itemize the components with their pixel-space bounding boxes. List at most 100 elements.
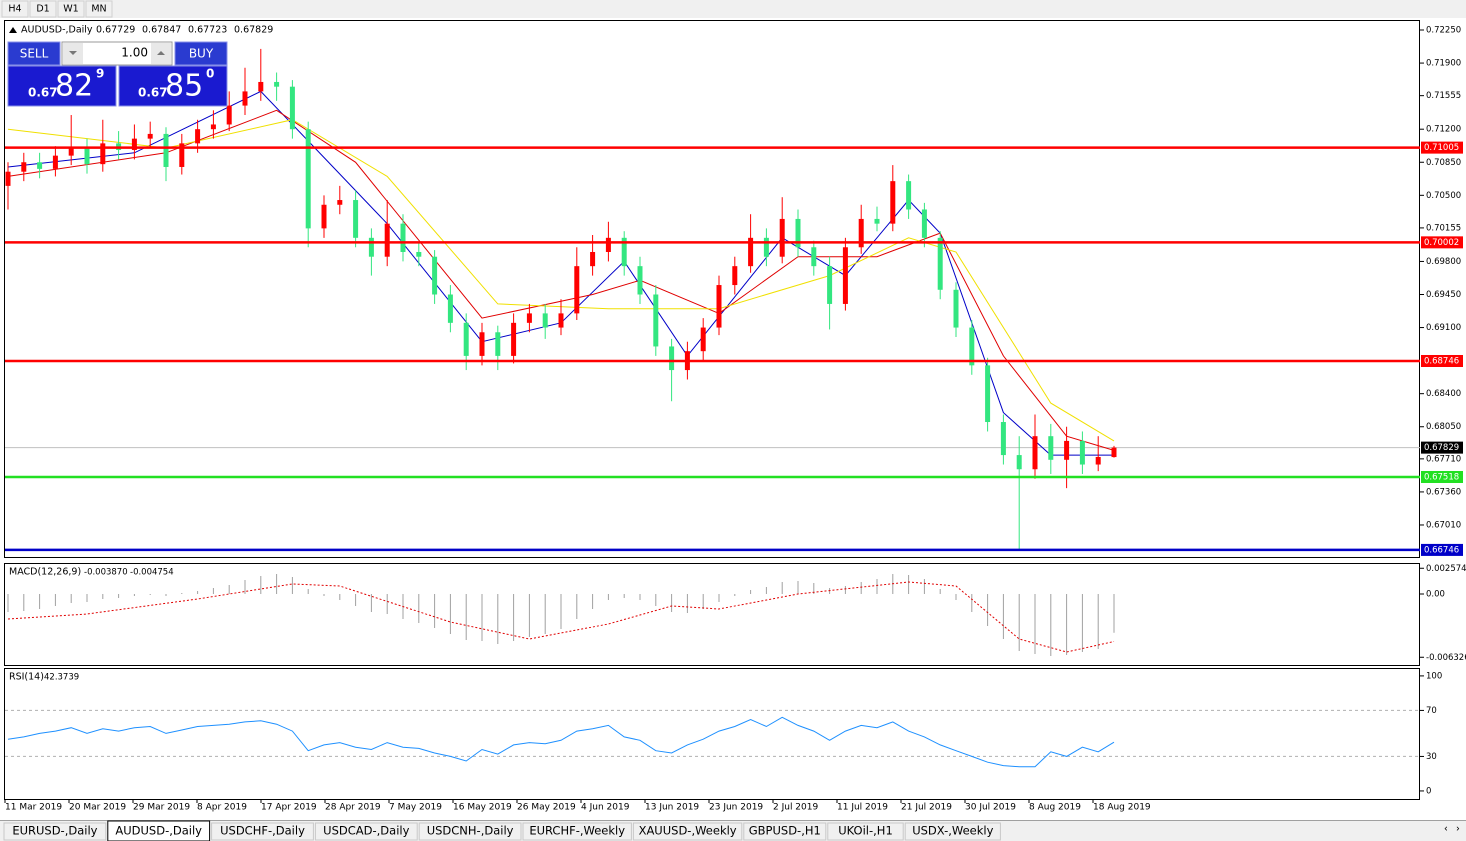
candle-body — [1016, 455, 1022, 470]
symbol-tab[interactable] — [211, 822, 314, 841]
symbol-tab[interactable] — [827, 822, 904, 841]
symbol-tab[interactable] — [418, 822, 522, 841]
candle-body — [906, 181, 912, 210]
y-tick-label: 70 — [1426, 706, 1437, 716]
candle-body — [163, 133, 169, 167]
ohlc-info: 0.67847 — [142, 25, 181, 36]
candle-body — [542, 313, 548, 328]
y-tick-label: 0.67360 — [1426, 487, 1461, 497]
symbol-tab[interactable] — [904, 822, 1001, 841]
rsi-title: RSI(14) — [9, 672, 44, 683]
tab-label: USDCAD-,Daily — [323, 824, 409, 838]
candle-body — [258, 81, 264, 92]
ask-box[interactable] — [118, 65, 228, 107]
candle-body — [226, 105, 232, 125]
candle-body — [131, 138, 137, 150]
x-tick-label: 23 Jun 2019 — [709, 803, 763, 813]
symbol-tab[interactable] — [107, 820, 211, 841]
sell-label: SELL — [20, 47, 49, 61]
candle-body — [637, 266, 643, 295]
symbol-tab[interactable] — [522, 822, 632, 841]
candle-body — [653, 294, 659, 347]
candle-body — [416, 251, 422, 257]
level-label: 0.70002 — [1424, 238, 1459, 248]
x-tick-label: 8 Aug 2019 — [1029, 803, 1081, 813]
level-label: 0.66746 — [1424, 545, 1459, 555]
candle-body — [811, 247, 817, 267]
ask-pip: 0 — [206, 67, 214, 81]
candle-body — [447, 294, 453, 323]
y-tick-label: 0.68400 — [1426, 389, 1461, 399]
x-tick-label: 18 Aug 2019 — [1093, 803, 1151, 813]
level-label-box — [1421, 543, 1463, 556]
candle-body — [5, 171, 11, 186]
candle-body — [827, 266, 833, 304]
sell-button[interactable] — [7, 41, 61, 66]
x-tick-label: 2 Jul 2019 — [773, 803, 818, 813]
timeframe-label: H4 — [8, 4, 21, 15]
timeframe-label: MN — [91, 4, 106, 15]
level-label: 0.68746 — [1424, 356, 1459, 366]
candle-body — [574, 266, 580, 314]
macd-title: MACD(12,26,9) — [9, 567, 81, 578]
candle-body — [890, 181, 896, 224]
candle-body — [1079, 440, 1085, 465]
tab-label: USDCHF-,Daily — [220, 824, 305, 838]
macd-info: -0.004754 — [130, 568, 174, 578]
candle-body — [1000, 422, 1006, 456]
candle-body — [716, 285, 722, 328]
y-tick-label: 0.67010 — [1426, 520, 1461, 530]
level-label-box — [1421, 470, 1463, 483]
candle-body — [432, 256, 438, 295]
tab-label: XAUUSD-,Weekly — [639, 824, 737, 838]
symbol-tab[interactable] — [314, 822, 418, 841]
y-tick-label: 0.69450 — [1426, 290, 1461, 300]
arrow-up — [157, 51, 165, 55]
level-label-box — [1421, 354, 1463, 367]
ask-big: 0.67 — [138, 86, 168, 100]
candle-body — [21, 162, 27, 172]
x-tick-label: 7 May 2019 — [389, 803, 442, 813]
timeframe-button[interactable] — [29, 0, 57, 18]
x-tick-label: 20 Mar 2019 — [69, 803, 126, 813]
candle-body — [384, 223, 390, 257]
symbol-tab[interactable] — [632, 822, 743, 841]
candle-body — [621, 237, 627, 267]
candle-body — [795, 218, 801, 248]
candle-body — [84, 148, 90, 165]
scroll-right[interactable]: › — [1456, 824, 1460, 835]
timeframe-button[interactable] — [1, 0, 29, 18]
timeframe-button[interactable] — [57, 0, 85, 18]
candle-body — [353, 200, 359, 238]
signal-line — [7, 581, 1115, 653]
ohlc-info: 0.67829 — [234, 25, 273, 36]
y-tick-label: 0.71900 — [1426, 59, 1461, 69]
collapse-icon[interactable] — [9, 27, 17, 33]
y-tick-label: 0.00 — [1426, 590, 1445, 600]
scroll-left[interactable]: ‹ — [1444, 824, 1448, 835]
bid-box[interactable] — [7, 65, 117, 107]
y-tick-label: 0.67710 — [1426, 454, 1461, 464]
buy-button[interactable] — [174, 41, 228, 66]
candle-body — [210, 124, 216, 130]
symbol-tab[interactable] — [743, 822, 827, 841]
lot-box[interactable] — [61, 41, 173, 66]
x-tick-label: 29 Mar 2019 — [133, 803, 190, 813]
toolbar — [0, 0, 1466, 18]
arrow-down — [69, 51, 77, 55]
symbol-tab[interactable] — [3, 822, 107, 841]
rsi-info: 42.3739 — [44, 673, 79, 683]
timeframe-button[interactable] — [85, 0, 113, 18]
x-tick-label: 21 Jul 2019 — [901, 803, 952, 813]
moving-average — [7, 109, 1115, 451]
candle-body — [1111, 447, 1117, 458]
lot-value: 1.00 — [121, 46, 148, 60]
candle-body — [179, 143, 185, 167]
candle-body — [37, 162, 43, 169]
moving-average — [7, 119, 1115, 442]
x-tick-label: 26 May 2019 — [517, 803, 576, 813]
candle-body — [748, 237, 754, 267]
candle-body — [953, 289, 959, 328]
ohlc-info: 0.67729 — [96, 25, 135, 36]
